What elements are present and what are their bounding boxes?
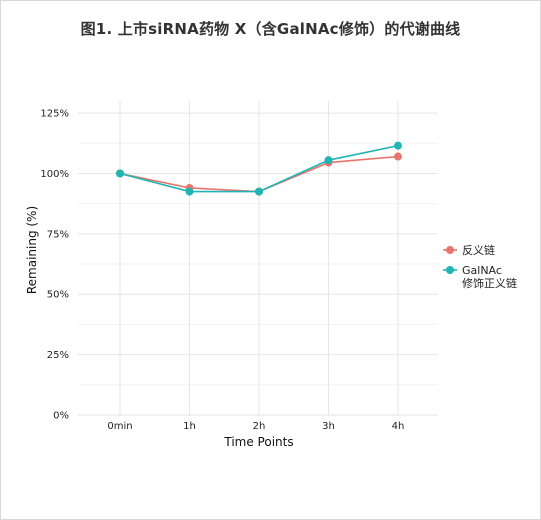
x-tick-labels: 0min 1h 2h 3h 4h	[107, 421, 404, 432]
data-point	[394, 152, 402, 161]
series-2	[116, 141, 402, 196]
x-tick-label: 1h	[183, 421, 196, 432]
legend-marker	[446, 246, 454, 254]
data-point	[185, 187, 194, 196]
legend-marker	[446, 266, 454, 274]
legend-label: 反义链	[462, 243, 495, 257]
data-point	[394, 141, 402, 150]
y-tick-label: 50%	[47, 290, 69, 301]
legend-item-1: 反义链	[443, 243, 495, 257]
legend: 反义链 GalNAc 修饰正义链	[443, 243, 517, 290]
data-point	[324, 156, 333, 165]
x-axis-title: Time Points	[223, 435, 293, 449]
y-tick-label: 75%	[47, 229, 69, 240]
x-tick-label: 2h	[253, 421, 266, 432]
x-tick-label: 0min	[107, 421, 132, 432]
data-point	[255, 187, 263, 196]
y-tick-labels: 0% 25% 50% 75% 100% 125%	[40, 109, 69, 422]
legend-item-2: GalNAc 修饰正义链	[443, 264, 517, 290]
y-tick-label: 100%	[40, 169, 69, 180]
grid	[78, 101, 438, 416]
x-tick-label: 3h	[322, 421, 335, 432]
y-tick-label: 125%	[40, 109, 69, 120]
y-tick-label: 0%	[53, 411, 69, 422]
series-layer	[116, 141, 402, 196]
data-point	[116, 169, 124, 178]
y-axis-title: Remaining (%)	[25, 206, 39, 294]
chart-title: 图1. 上市siRNA药物 X（含GalNAc修饰）的代谢曲线	[80, 20, 461, 38]
legend-label: GalNAc 修饰正义链	[462, 264, 517, 290]
x-tick-label: 4h	[392, 421, 405, 432]
y-tick-label: 25%	[47, 350, 69, 361]
